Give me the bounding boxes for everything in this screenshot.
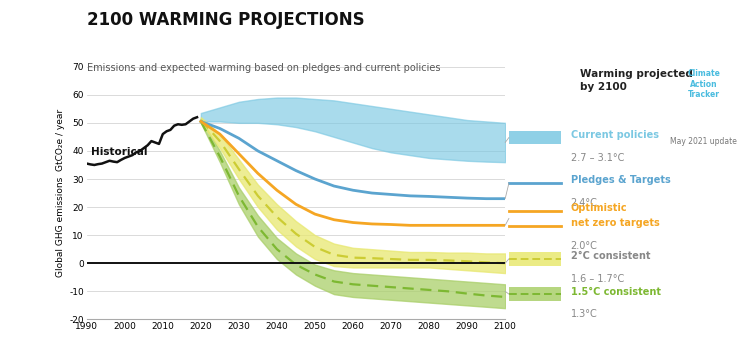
Text: 2.0°C: 2.0°C xyxy=(571,241,598,251)
Text: Historical: Historical xyxy=(90,147,147,157)
Text: net zero targets: net zero targets xyxy=(571,218,660,229)
Text: 1.6 – 1.7°C: 1.6 – 1.7°C xyxy=(571,274,624,284)
FancyBboxPatch shape xyxy=(509,287,561,301)
FancyBboxPatch shape xyxy=(509,131,561,144)
Text: Emissions and expected warming based on pledges and current policies: Emissions and expected warming based on … xyxy=(87,63,440,73)
Text: Climate
Action
Tracker: Climate Action Tracker xyxy=(687,69,720,99)
Text: 1.5°C consistent: 1.5°C consistent xyxy=(571,287,661,297)
Text: 2100 WARMING PROJECTIONS: 2100 WARMING PROJECTIONS xyxy=(87,11,364,28)
Text: 2°C consistent: 2°C consistent xyxy=(571,251,650,261)
Text: Warming projected
by 2100: Warming projected by 2100 xyxy=(581,69,693,92)
Text: 1.3°C: 1.3°C xyxy=(571,309,597,319)
Text: 2.7 – 3.1°C: 2.7 – 3.1°C xyxy=(571,153,624,163)
Y-axis label: Global GHG emissions  GtCO₂e / year: Global GHG emissions GtCO₂e / year xyxy=(56,109,65,277)
Text: Current policies: Current policies xyxy=(571,130,659,140)
Text: 2.4°C: 2.4°C xyxy=(571,198,598,208)
Text: Pledges & Targets: Pledges & Targets xyxy=(571,176,670,185)
Text: Optimistic: Optimistic xyxy=(571,203,627,213)
Text: May 2021 update: May 2021 update xyxy=(670,138,737,146)
FancyBboxPatch shape xyxy=(509,252,561,266)
